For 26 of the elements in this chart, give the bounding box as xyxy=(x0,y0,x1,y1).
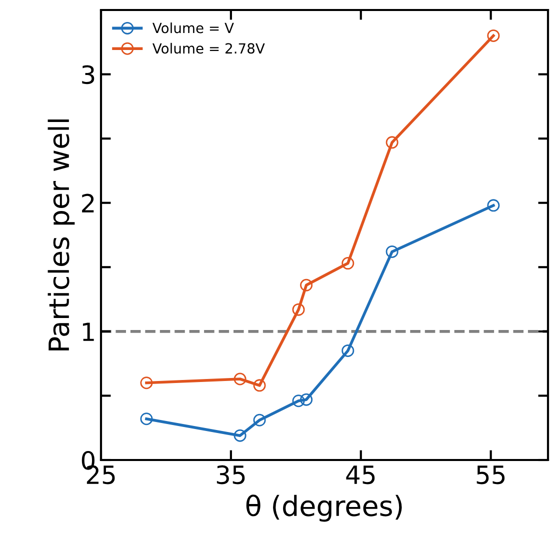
point xyxy=(140,412,153,426)
point xyxy=(300,393,313,406)
x-axis-title: θ (degrees) xyxy=(246,494,402,522)
x-tick-label: 55 xyxy=(476,466,505,484)
y-tick-label: 3 xyxy=(82,65,94,84)
point xyxy=(234,429,246,442)
point xyxy=(234,372,246,386)
y-axis-title: Particles per well xyxy=(48,120,75,350)
legend-label: Volume = 2.78V xyxy=(152,42,265,54)
point xyxy=(300,278,313,292)
point xyxy=(253,379,266,392)
point xyxy=(386,136,398,149)
point xyxy=(487,29,500,42)
x-tick-label: 45 xyxy=(346,466,375,484)
legend-label: Volume = V xyxy=(152,22,234,34)
point xyxy=(487,199,500,212)
y-tick-label: 1 xyxy=(82,322,94,341)
y-tick-label: 2 xyxy=(82,194,94,212)
point xyxy=(342,257,354,270)
point xyxy=(342,344,354,357)
point xyxy=(140,376,153,390)
point xyxy=(253,414,266,426)
point xyxy=(292,394,305,408)
x-tick-label: 35 xyxy=(216,465,245,484)
point xyxy=(386,245,398,258)
point xyxy=(292,303,305,316)
